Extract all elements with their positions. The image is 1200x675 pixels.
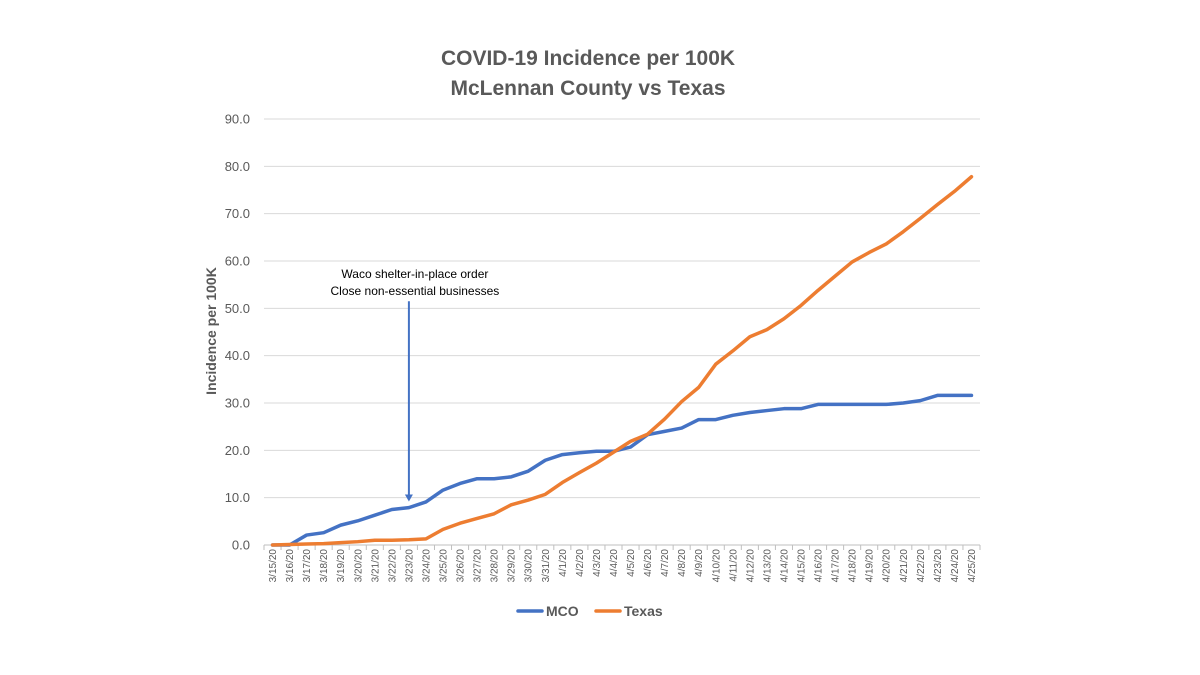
x-tick-label: 4/7/20 [660, 549, 671, 577]
x-tick-label: 3/24/20 [421, 549, 432, 583]
x-tick-label: 4/15/20 [797, 549, 808, 583]
annotation-arrowhead [404, 494, 413, 502]
x-tick-label: 3/31/20 [541, 549, 552, 583]
x-tick-label: 4/22/20 [916, 549, 927, 583]
x-tick-label: 4/1/20 [558, 549, 569, 577]
x-tick-label: 3/27/20 [473, 549, 484, 583]
x-tick-label: 3/19/20 [336, 549, 347, 583]
series-line-texas [270, 175, 974, 547]
y-tick-label: 60.0 [225, 254, 250, 269]
x-tick-label: 3/29/20 [507, 549, 518, 583]
x-tick-label: 4/13/20 [762, 549, 773, 583]
x-tick-label: 3/25/20 [439, 549, 450, 583]
x-tick-label: 4/8/20 [677, 549, 688, 577]
y-axis-ticks: 0.0 10.0 20.0 30.0 40.0 50.0 60.0 70.0 80.0 90.0 [225, 112, 250, 553]
x-tick-label: 4/23/20 [933, 549, 944, 583]
annotation-text-line: Waco shelter-in-place order [341, 267, 488, 281]
x-tick-label: 4/4/20 [609, 549, 620, 577]
x-tick-label: 4/3/20 [592, 549, 603, 577]
x-tick-label: 3/15/20 [268, 549, 279, 583]
x-tick-label: 4/19/20 [865, 549, 876, 583]
y-tick-label: 80.0 [225, 159, 250, 174]
chart-title-line-1: COVID-19 Incidence per 100K [441, 47, 735, 70]
y-tick-label: 10.0 [225, 490, 250, 505]
y-tick-label: 40.0 [225, 348, 250, 363]
x-tick-label: 4/24/20 [950, 549, 961, 583]
y-tick-label: 70.0 [225, 206, 250, 221]
x-tick-label: 3/20/20 [353, 549, 364, 583]
x-tick-label: 3/30/20 [524, 549, 535, 583]
y-tick-label: 90.0 [225, 112, 250, 127]
x-tick-label: 4/16/20 [814, 549, 825, 583]
y-tick-label: 20.0 [225, 443, 250, 458]
x-tick-label: 4/25/20 [967, 549, 978, 583]
x-tick-label: 4/17/20 [831, 549, 842, 583]
x-tick-label: 3/28/20 [490, 549, 501, 583]
x-tick-label: 4/6/20 [643, 549, 654, 577]
x-tick-label: 4/10/20 [711, 549, 722, 583]
x-tick-label: 4/5/20 [626, 549, 637, 577]
chart-title-line-2: McLennan County vs Texas [450, 77, 725, 100]
legend-label-mco: MCO [546, 603, 579, 619]
y-axis-label: Incidence per 100K [203, 267, 219, 395]
x-tick-label: 4/9/20 [694, 549, 705, 577]
x-tick-label: 3/17/20 [302, 549, 313, 583]
series-lines [270, 175, 974, 547]
x-tick-label: 4/2/20 [575, 549, 586, 577]
x-tick-label: 4/21/20 [899, 549, 910, 583]
series-line-mco [270, 393, 974, 547]
annotation-text-line: Close non-essential businesses [331, 284, 500, 298]
x-axis-ticks: 3/15/20 3/16/20 3/17/20 3/18/20 3/19/20 3/20/… [263, 545, 981, 583]
legend: MCO Texas [516, 603, 663, 619]
x-tick-label: 4/18/20 [848, 549, 859, 583]
x-tick-label: 3/26/20 [456, 549, 467, 583]
legend-label-texas: Texas [624, 603, 663, 619]
x-tick-label: 3/23/20 [404, 549, 415, 583]
x-tick-label: 4/20/20 [882, 549, 893, 583]
x-tick-label: 4/11/20 [728, 549, 739, 582]
x-tick-label: 4/14/20 [779, 549, 790, 583]
gridlines [264, 118, 980, 546]
x-tick-label: 3/21/20 [370, 549, 381, 583]
annotation: Waco shelter-in-place order Close non-ess… [331, 267, 500, 502]
y-tick-label: 50.0 [225, 301, 250, 316]
y-tick-label: 30.0 [225, 396, 250, 411]
x-tick-label: 3/16/20 [285, 549, 296, 583]
x-tick-label: 4/12/20 [745, 549, 756, 583]
x-tick-label: 3/18/20 [319, 549, 330, 583]
x-tick-label: 3/22/20 [387, 549, 398, 583]
y-tick-label: 0.0 [232, 538, 250, 553]
